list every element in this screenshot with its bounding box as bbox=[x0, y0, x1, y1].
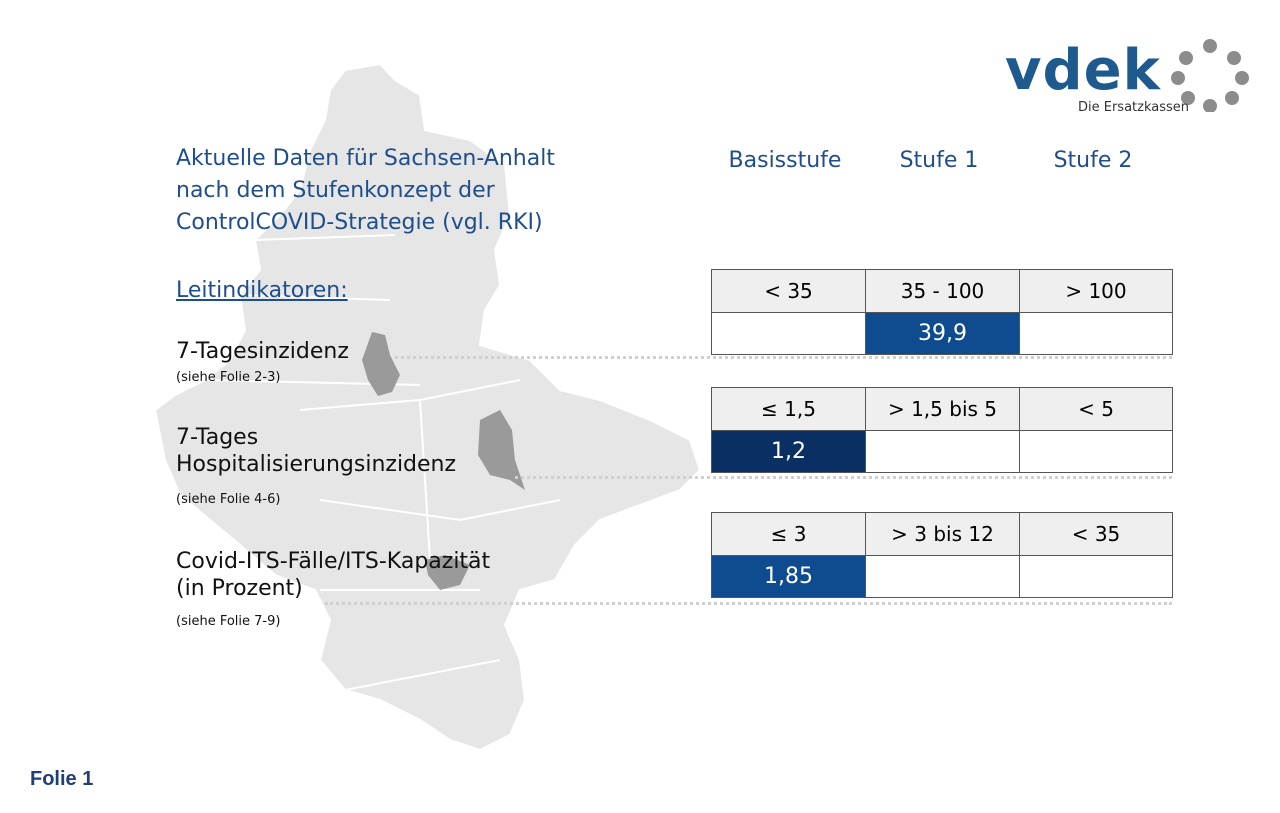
threshold-cell: ≤ 3 bbox=[711, 512, 866, 556]
threshold-cell: 35 - 100 bbox=[865, 269, 1020, 313]
indicator-note: (siehe Folie 4-6) bbox=[176, 492, 281, 507]
indicator-label: Covid-ITS-Fälle/ITS-Kapazität bbox=[176, 549, 491, 574]
leader-line bbox=[325, 602, 1172, 605]
threshold-cell: > 1,5 bis 5 bbox=[865, 387, 1020, 431]
threshold-cell: < 5 bbox=[1019, 387, 1173, 431]
title-line: nach dem Stufenkonzept der bbox=[176, 178, 495, 203]
value-cell bbox=[865, 430, 1020, 473]
title-line: ControlCOVID-Strategie (vgl. RKI) bbox=[176, 210, 543, 235]
value-cell bbox=[865, 555, 1020, 598]
value-cell bbox=[1019, 312, 1173, 355]
value-cell: 39,9 bbox=[865, 312, 1020, 355]
column-header: Stufe 1 bbox=[899, 148, 979, 173]
leader-line bbox=[515, 476, 1172, 479]
value-cell: 1,85 bbox=[711, 555, 866, 598]
leader-line bbox=[395, 356, 1172, 359]
threshold-cell: < 35 bbox=[711, 269, 866, 313]
value-cell: 1,2 bbox=[711, 430, 866, 473]
title-line: Aktuelle Daten für Sachsen-Anhalt bbox=[176, 146, 555, 171]
indicator-note: (siehe Folie 7-9) bbox=[176, 614, 281, 629]
threshold-cell: < 35 bbox=[1019, 512, 1173, 556]
footer: Folie 1 bbox=[30, 768, 94, 790]
threshold-cell: ≤ 1,5 bbox=[711, 387, 866, 431]
indicator-note: (siehe Folie 2-3) bbox=[176, 370, 281, 385]
indicator-label: 7-Tagesinzidenz bbox=[176, 339, 349, 364]
indicator-label: Hospitalisierungsinzidenz bbox=[176, 452, 457, 477]
value-cell bbox=[711, 312, 866, 355]
indicator-label: 7-Tages bbox=[176, 425, 259, 450]
value-cell bbox=[1019, 430, 1173, 473]
section-heading: Leitindikatoren: bbox=[176, 278, 348, 303]
column-header: Stufe 2 bbox=[1053, 148, 1133, 173]
indicator-label: (in Prozent) bbox=[176, 576, 303, 601]
threshold-cell: > 3 bis 12 bbox=[865, 512, 1020, 556]
threshold-cell: > 100 bbox=[1019, 269, 1173, 313]
value-cell bbox=[1019, 555, 1173, 598]
logo-ring bbox=[1171, 39, 1249, 112]
column-header: Basisstufe bbox=[728, 148, 842, 173]
logo-wordmark: vdek bbox=[1005, 38, 1161, 103]
logo-tagline: Die Ersatzkassen bbox=[1078, 100, 1190, 115]
